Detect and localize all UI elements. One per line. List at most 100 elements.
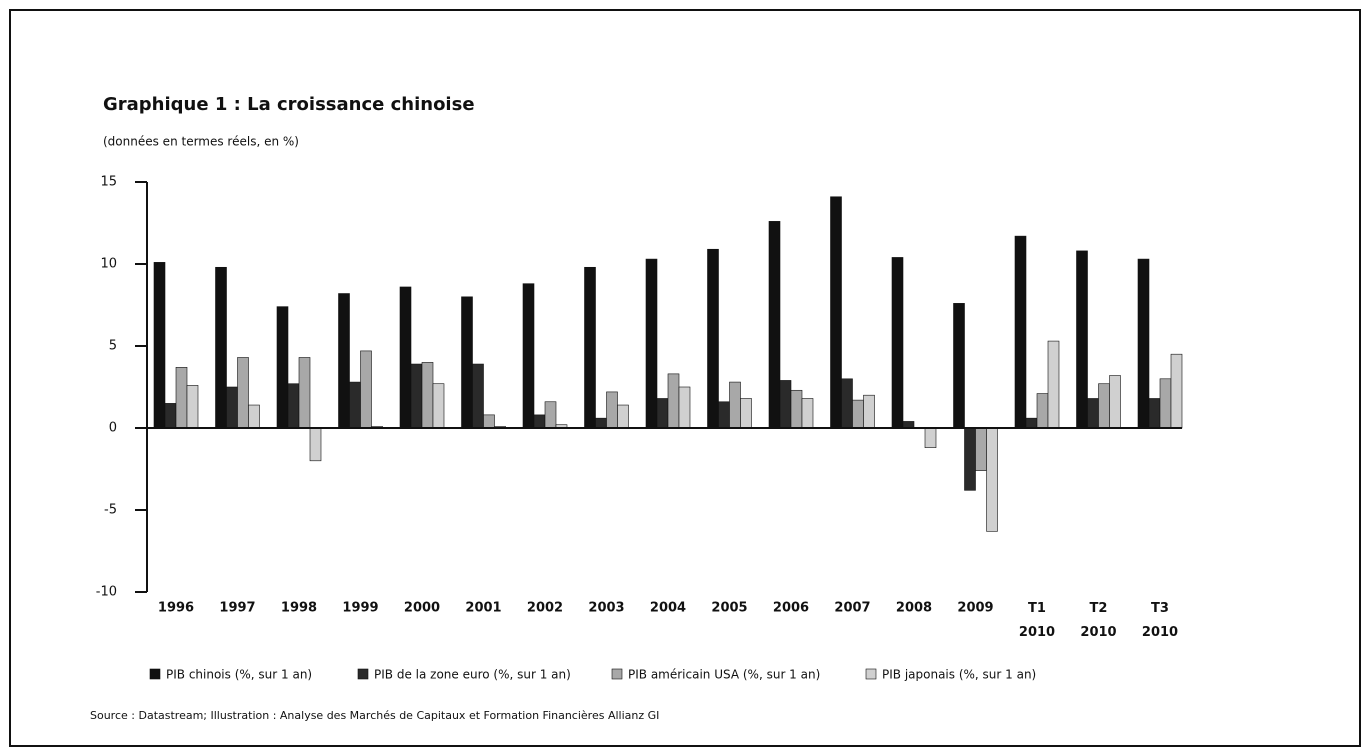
bar [617,404,629,429]
bar [360,350,372,429]
bar [461,296,473,429]
bar [410,363,423,429]
bar [964,427,976,491]
bar [768,221,781,429]
y-tick-label: 10 [100,257,117,272]
bar [276,306,289,429]
legend-label: PIB américain USA (%, sur 1 an) [628,668,820,682]
bar [1109,375,1121,429]
bar [522,283,535,429]
x-tick-label: 1996 [158,601,194,616]
bar [1025,417,1038,429]
x-tick-label: 2003 [588,601,624,616]
y-tick-label: 0 [109,421,117,436]
bar [656,398,669,429]
bar [298,357,311,429]
x-tick-label: 2004 [650,601,686,616]
bar [349,381,361,429]
bar [790,389,803,429]
y-tick-label: -5 [104,503,117,518]
bar [1159,378,1172,429]
bar [584,266,596,429]
bar [287,383,300,429]
y-tick-label: 5 [109,339,117,354]
bar [707,248,719,429]
bar [1098,383,1110,429]
x-tick-label: 2008 [896,601,932,616]
bar [421,362,434,429]
bar [729,381,741,429]
bar [830,196,842,429]
bar [924,427,937,448]
bar [309,427,322,462]
bar [186,385,199,429]
bar [779,380,792,429]
bar [215,266,227,429]
x-tick-label: T2 2010 [1080,601,1116,640]
x-tick-label: 2002 [527,601,563,616]
bar [953,303,965,429]
bar [606,391,618,429]
bar [237,357,249,429]
y-tick-label: 15 [100,175,117,190]
bar [338,293,350,429]
bar [226,386,238,429]
x-tick-label: 1998 [281,601,317,616]
bar [841,378,853,429]
bar [891,257,904,429]
bar [667,373,680,429]
bar [678,386,691,429]
bar [852,399,864,429]
x-tick-label: 2009 [957,601,993,616]
legend-label: PIB japonais (%, sur 1 an) [882,668,1036,682]
bar [595,417,607,429]
bar [472,363,484,429]
bar [432,383,445,429]
legend-swatch [149,668,161,680]
legend-swatch [357,668,369,680]
bar [1170,353,1183,429]
bar [164,403,177,429]
legend-label: PIB de la zone euro (%, sur 1 an) [374,668,571,682]
x-tick-label: T1 2010 [1019,601,1055,640]
bar [1076,250,1088,429]
bar [801,398,814,429]
source: Source : Datastream; Illustration : Anal… [90,709,659,722]
bar [1036,393,1049,429]
bar [740,398,752,429]
legend-swatch [865,668,877,680]
bar [1137,258,1150,429]
bar [1047,340,1060,429]
frame [9,9,1361,747]
y-tick-label: -10 [96,585,117,600]
x-tick-label: 2000 [404,601,440,616]
bar [863,394,875,429]
bar [718,401,730,429]
x-tick-label: 2001 [465,601,501,616]
chart-subtitle: (données en termes réels, en %) [103,135,299,149]
x-tick-label: 2007 [834,601,870,616]
bar [544,401,557,429]
bar [1014,235,1027,429]
bar [248,404,260,429]
legend-swatch [611,668,623,680]
x-tick-label: 1997 [219,601,255,616]
bar [1148,398,1161,429]
bar [533,414,546,429]
chart-title: Graphique 1 : La croissance chinoise [103,94,475,115]
bar [399,286,412,429]
x-tick-label: 2005 [711,601,747,616]
bar [175,367,188,429]
bar [986,427,998,532]
x-tick-label: T3 2010 [1142,601,1178,640]
bar [975,427,987,471]
bar [1087,398,1099,429]
bar [645,258,658,429]
bar [483,414,495,429]
x-tick-label: 2006 [773,601,809,616]
legend-label: PIB chinois (%, sur 1 an) [166,668,312,682]
bar [153,262,166,429]
x-tick-label: 1999 [342,601,378,616]
